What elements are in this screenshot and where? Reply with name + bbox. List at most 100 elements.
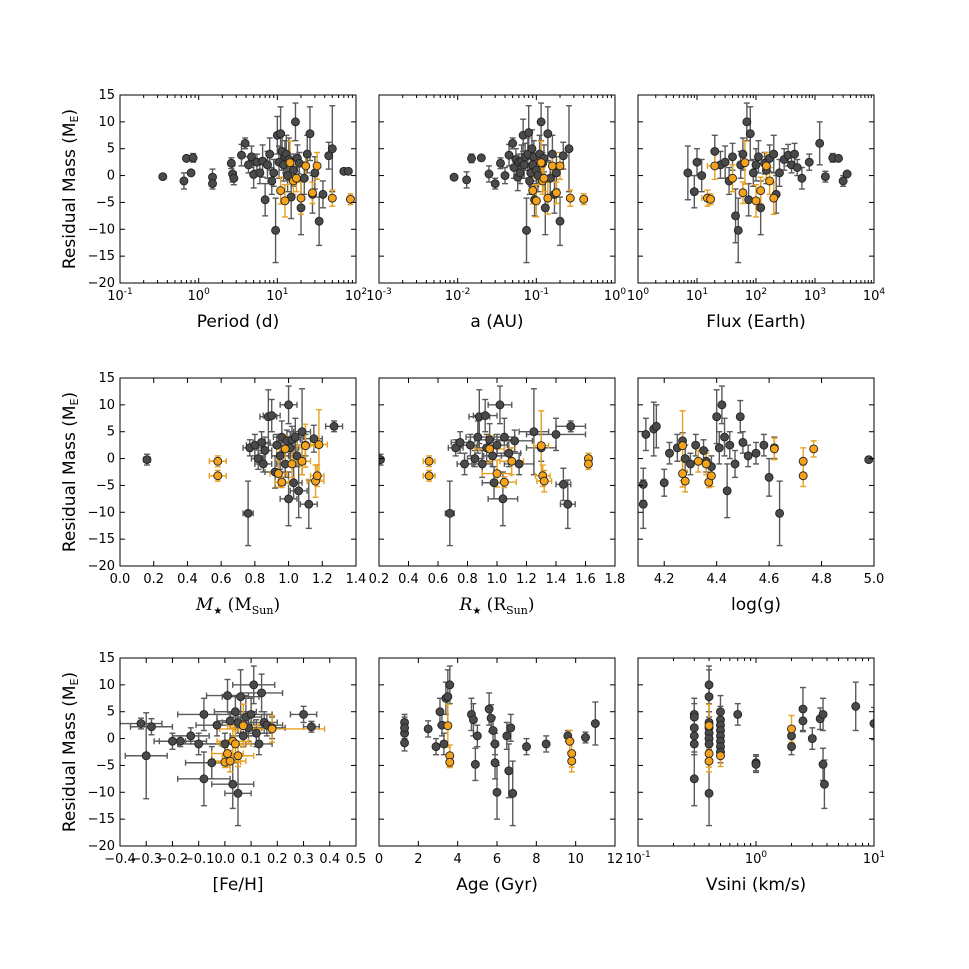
gray-point xyxy=(186,731,196,741)
gray-point xyxy=(692,157,702,167)
orange-point xyxy=(531,196,541,206)
y-tick-label: 10 xyxy=(98,115,115,130)
panel-a: 10-3 10-2 10-1 100 a (AU) xyxy=(366,94,627,332)
gray-point xyxy=(751,759,761,769)
gray-point xyxy=(547,149,557,159)
gray-point xyxy=(283,171,293,181)
orange-point xyxy=(701,459,711,469)
gray-point xyxy=(689,723,699,733)
gray-point xyxy=(492,440,502,450)
gray-point xyxy=(775,168,784,178)
gray-point xyxy=(484,704,494,714)
orange-point xyxy=(536,158,546,168)
gray-point xyxy=(240,138,250,148)
y-tick-label: 0 xyxy=(107,732,115,747)
gray-point xyxy=(697,171,707,181)
x-tick-label: 10-1 xyxy=(524,287,550,304)
gray-point xyxy=(276,129,286,139)
gray-point xyxy=(230,707,240,717)
gray-point xyxy=(527,144,537,154)
x-tick-label: 102 xyxy=(345,287,367,304)
x-tick-label: 100 xyxy=(604,287,627,304)
axes-frame xyxy=(637,377,875,567)
gray-point xyxy=(247,152,256,162)
orange-point xyxy=(756,186,766,196)
x-tick-label: 1.0 xyxy=(487,572,508,587)
y-tick-label: 15 xyxy=(98,371,115,386)
plot-area-rstar xyxy=(379,385,593,547)
x-tick-label: 102 xyxy=(745,287,767,304)
gray-point xyxy=(472,731,482,741)
gray-point xyxy=(455,438,465,447)
x-tick-label: −0.3 xyxy=(130,852,162,867)
gray-point xyxy=(260,195,270,205)
gray-point xyxy=(379,455,385,465)
x-tick-label: 0.5 xyxy=(346,852,367,867)
gray-point xyxy=(710,146,720,156)
gray-point xyxy=(756,203,766,213)
gray-point xyxy=(720,432,729,442)
gray-point xyxy=(488,726,498,735)
gray-point xyxy=(738,149,748,159)
x-tick-label: 0 xyxy=(375,852,383,867)
gray-point xyxy=(226,158,236,168)
orange-point xyxy=(223,749,232,759)
orange-point xyxy=(765,176,775,186)
gray-point xyxy=(257,438,267,447)
gray-point xyxy=(470,759,480,769)
orange-point xyxy=(565,193,575,203)
gray-point xyxy=(751,448,761,458)
gray-point xyxy=(508,788,518,798)
orange-point xyxy=(296,193,306,203)
orange-point xyxy=(547,161,557,171)
orange-point xyxy=(292,173,301,183)
gray-point xyxy=(558,479,568,489)
gray-point xyxy=(689,774,699,784)
orange-point xyxy=(555,161,565,171)
gray-point xyxy=(236,692,246,702)
orange-point xyxy=(704,749,714,759)
x-tick-label: 0.4 xyxy=(177,572,198,587)
panel-feh: −0.4−0.3−0.2−0.1 0.0 0.1 0.2 0.3 0.4 0.5 15 10 5 0… xyxy=(60,651,366,895)
orange-point xyxy=(300,441,310,451)
orange-point xyxy=(277,477,287,487)
gray-point xyxy=(495,400,505,410)
gray-point xyxy=(775,508,785,518)
gray-point xyxy=(651,421,661,431)
gray-point xyxy=(733,709,743,719)
x-tick-label: 104 xyxy=(863,287,886,304)
gray-point xyxy=(220,739,230,749)
orange-point xyxy=(238,721,248,731)
gray-point xyxy=(742,117,752,127)
gray-point xyxy=(343,166,353,176)
gray-point xyxy=(714,443,724,453)
gray-point xyxy=(443,692,453,702)
gray-point xyxy=(514,459,524,469)
gray-point xyxy=(249,680,259,690)
gray-point xyxy=(735,412,745,422)
gray-point xyxy=(818,709,828,719)
y-tick-label: 5 xyxy=(107,705,115,720)
gray-point xyxy=(728,152,737,162)
panel-period: 10-1 100 101 102 15 10 5 0 −5 −10 −15 −20 Residual M… xyxy=(60,88,367,332)
gray-point xyxy=(223,691,232,701)
panel-flux: 100 101 102 103 104 Flux (Earth) xyxy=(627,94,886,332)
gray-point xyxy=(798,716,808,726)
panel-logg: 4.2 4.4 4.6 4.8 5.0 log(g) xyxy=(637,377,884,615)
gray-point xyxy=(267,176,277,186)
gray-point xyxy=(689,739,699,749)
gray-point xyxy=(468,715,478,725)
gray-point xyxy=(720,157,730,167)
x-tick-label: 1.4 xyxy=(346,572,367,587)
orange-point xyxy=(680,476,690,486)
gray-point xyxy=(233,788,243,798)
gray-point xyxy=(258,459,268,469)
x-tick-label: 0.2 xyxy=(369,572,390,587)
x-tick-label: 4 xyxy=(454,852,462,867)
orange-point xyxy=(445,757,455,767)
orange-point xyxy=(787,724,796,734)
gray-point xyxy=(292,451,302,461)
y-tick-label: −20 xyxy=(88,839,115,854)
gray-point xyxy=(284,400,294,410)
gray-point xyxy=(289,478,299,488)
